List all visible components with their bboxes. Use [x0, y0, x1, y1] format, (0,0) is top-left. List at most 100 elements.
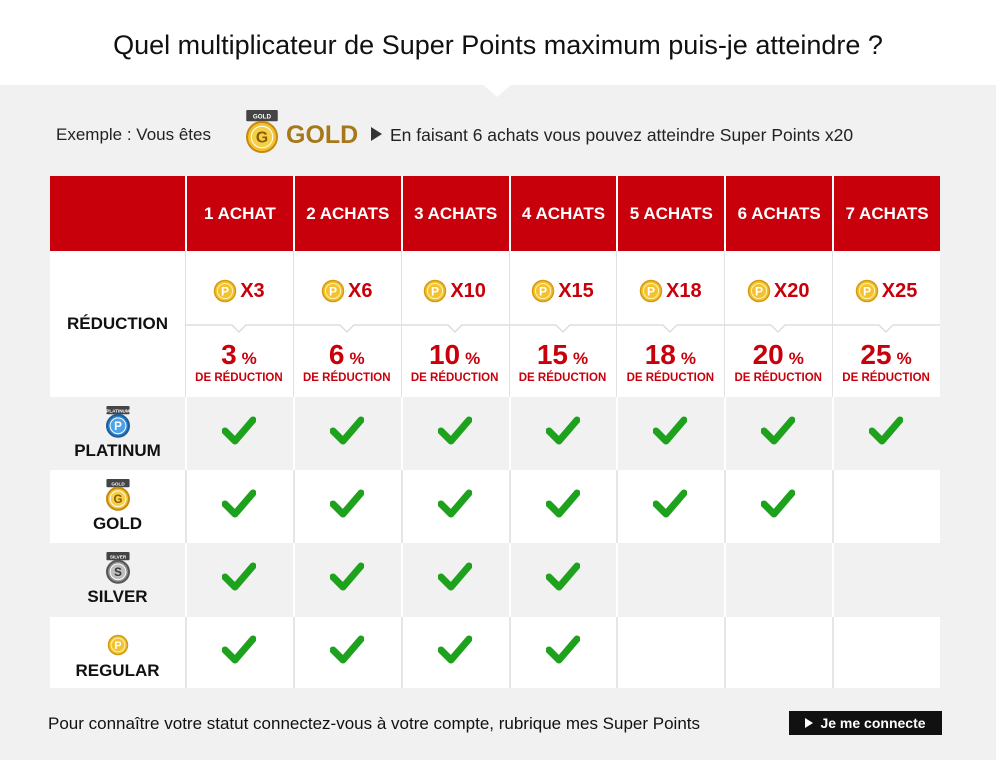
tier-cell [832, 617, 940, 688]
check [437, 562, 472, 591]
tier-cell [832, 470, 940, 543]
divider-line [508, 324, 617, 334]
tier-name: REGULAR [75, 661, 160, 680]
percent-unit: % [349, 349, 365, 368]
arrow [805, 718, 814, 728]
check-icon [761, 489, 796, 517]
coin-letter: P [431, 284, 439, 298]
percent-caption: DE RÉDUCTION [303, 372, 391, 384]
multiplier-cell: P X3 [185, 276, 293, 306]
check [545, 416, 580, 444]
coin-icon: P [639, 279, 663, 303]
tier-row [50, 397, 940, 470]
tier-cell [292, 397, 401, 470]
divider-line [292, 324, 401, 334]
tier-badge: SILVER S [105, 552, 130, 584]
percent-caption: DE RÉDUCTION [410, 372, 499, 384]
check [437, 489, 472, 517]
ribbon [246, 110, 278, 122]
tier-cell [400, 543, 509, 617]
coin-letter: P [539, 284, 547, 298]
check [437, 635, 472, 663]
check [221, 416, 256, 444]
header-cell: 2 ACHATS [292, 176, 401, 251]
tier-cell [724, 397, 832, 470]
tier-cell [724, 543, 832, 617]
check [761, 489, 796, 517]
coin-letter: P [114, 640, 121, 652]
check-icon [329, 489, 364, 517]
check [329, 562, 364, 591]
bubble-notch [482, 84, 512, 97]
arrow-icon [371, 127, 382, 141]
reduction-cell [292, 251, 401, 397]
check-icon [221, 562, 256, 591]
multiplier: X18 [666, 279, 702, 302]
check [653, 489, 688, 517]
check [545, 489, 580, 517]
check [221, 562, 256, 591]
header-cell: 7 ACHATS [832, 176, 940, 251]
divider-line [400, 324, 509, 334]
percent-caption: DE RÉDUCTION [626, 372, 715, 384]
check [545, 562, 580, 591]
tier-cell [400, 397, 509, 470]
button-label[interactable]: Je me connecte [820, 715, 926, 731]
multiplier: X20 [773, 279, 810, 302]
ribbon [105, 406, 130, 415]
multiplier-cell: P X18 [616, 276, 724, 306]
check-icon [761, 416, 796, 444]
check [329, 635, 364, 663]
coin-icon: P [424, 279, 447, 303]
percent-unit: % [680, 349, 696, 368]
divider-line [724, 324, 833, 334]
check-icon [437, 416, 472, 444]
tier-cell [292, 617, 401, 688]
reduction-cell [185, 251, 293, 397]
medal-inner [109, 563, 126, 581]
tier-cell [185, 397, 293, 470]
percent: 3% [185, 339, 293, 373]
coin-icon: P [531, 279, 555, 303]
login-button[interactable]: Je me connecte [789, 711, 942, 735]
coin-letter: P [221, 284, 229, 298]
arrow [371, 127, 382, 141]
tier-cell [508, 470, 617, 543]
multiplier: X15 [558, 279, 594, 302]
check-icon [221, 489, 256, 517]
divider-line [185, 324, 293, 334]
multiplier-cell: P X20 [724, 276, 832, 306]
divider [185, 324, 293, 334]
tier-name: GOLD [92, 514, 143, 533]
percent: 10% [401, 339, 509, 373]
tier-cell [400, 470, 509, 543]
coin-inner [427, 282, 444, 300]
percent: 20% [724, 339, 832, 373]
badge-top-label: PLATINUM [106, 408, 130, 413]
coin-letter: P [755, 284, 763, 298]
check-icon [437, 489, 472, 517]
header-cell: 5 ACHATS [616, 176, 725, 251]
tier-badge: PLATINUM P [105, 406, 130, 438]
check-icon [437, 562, 472, 591]
reduction-row-bg [50, 251, 940, 397]
percent-value: 15 [536, 339, 568, 370]
badge-top-label: GOLD [111, 481, 125, 486]
header-cell: 3 ACHATS [400, 176, 509, 251]
percent-unit: % [241, 349, 257, 368]
tier-cell [508, 397, 617, 470]
percent-value: 25 [860, 339, 892, 370]
percent: 6% [293, 339, 401, 373]
multiplier: X3 [240, 279, 265, 302]
reduction-cell [724, 251, 832, 397]
tier-cell [724, 470, 832, 543]
check-icon [545, 635, 580, 663]
coin-inner [324, 282, 342, 300]
reduction-cell [616, 251, 724, 397]
percent-value: 20 [752, 339, 784, 370]
medal-letter: G [256, 130, 268, 147]
header-cell: 6 ACHATS [724, 176, 833, 251]
tier-row [50, 543, 940, 617]
coin-inner [110, 637, 125, 653]
